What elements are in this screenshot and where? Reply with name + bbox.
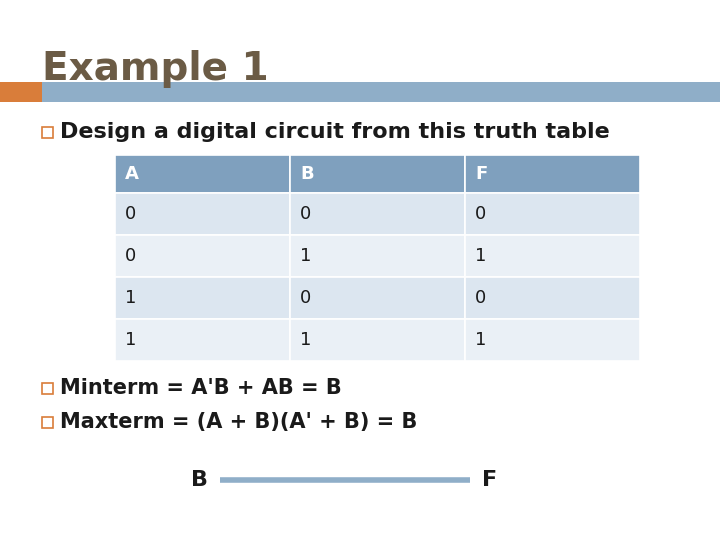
Bar xyxy=(115,193,290,235)
Text: Design a digital circuit from this truth table: Design a digital circuit from this truth… xyxy=(60,122,610,142)
Bar xyxy=(115,155,290,193)
Text: 1: 1 xyxy=(300,331,311,349)
Text: B: B xyxy=(191,470,208,490)
Text: Example 1: Example 1 xyxy=(42,50,269,88)
Text: F: F xyxy=(475,165,487,183)
Text: 0: 0 xyxy=(475,205,486,223)
Bar xyxy=(115,235,290,277)
Bar xyxy=(115,277,290,319)
Bar xyxy=(115,319,290,361)
Text: F: F xyxy=(482,470,497,490)
Text: 1: 1 xyxy=(475,331,487,349)
Text: 0: 0 xyxy=(475,289,486,307)
Text: 0: 0 xyxy=(125,247,136,265)
Text: B: B xyxy=(300,165,314,183)
Bar xyxy=(290,193,465,235)
Text: 1: 1 xyxy=(475,247,487,265)
Bar xyxy=(0,82,42,102)
Bar xyxy=(42,126,53,138)
Bar xyxy=(290,277,465,319)
Bar xyxy=(42,416,53,428)
Text: Maxterm = (A + B)(A' + B) = B: Maxterm = (A + B)(A' + B) = B xyxy=(60,412,418,432)
Bar xyxy=(290,155,465,193)
Bar xyxy=(42,82,720,102)
Text: 0: 0 xyxy=(125,205,136,223)
Bar xyxy=(465,277,640,319)
Text: A: A xyxy=(125,165,139,183)
Text: Minterm = A'B + AB = B: Minterm = A'B + AB = B xyxy=(60,378,342,398)
Text: 0: 0 xyxy=(300,289,311,307)
Text: 1: 1 xyxy=(125,331,136,349)
Text: 1: 1 xyxy=(300,247,311,265)
Text: 0: 0 xyxy=(300,205,311,223)
Bar xyxy=(290,319,465,361)
Bar xyxy=(465,155,640,193)
Bar xyxy=(465,319,640,361)
Bar xyxy=(42,382,53,394)
Text: 1: 1 xyxy=(125,289,136,307)
Bar xyxy=(465,235,640,277)
Bar xyxy=(290,235,465,277)
Bar xyxy=(465,193,640,235)
